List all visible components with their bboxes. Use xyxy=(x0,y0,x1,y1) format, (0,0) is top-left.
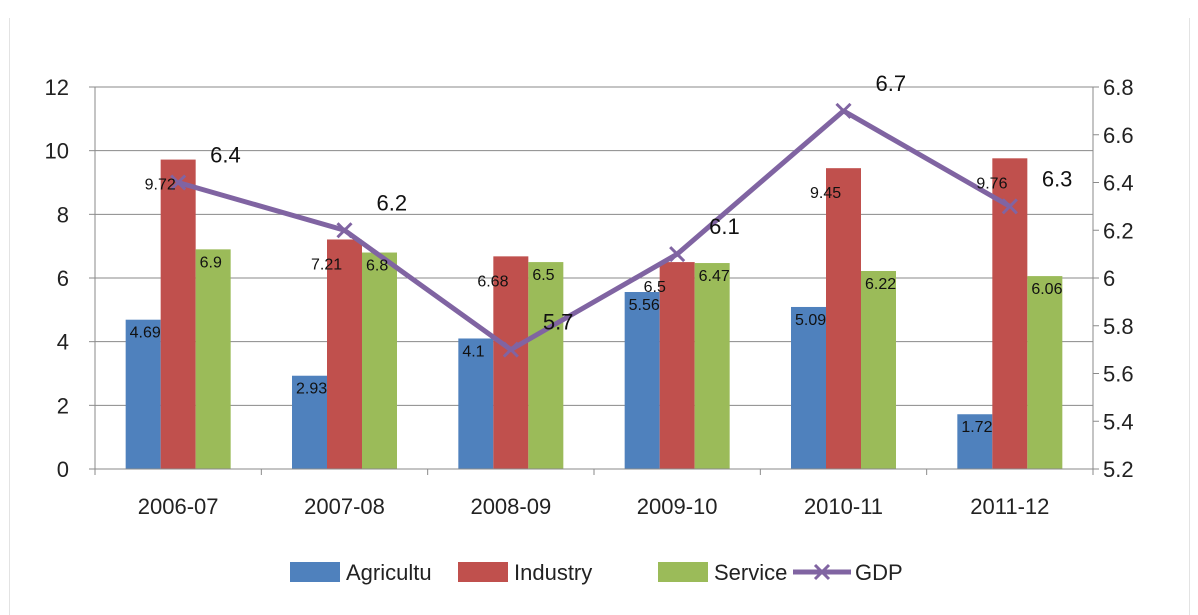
data-label-gdp: 6.3 xyxy=(1042,166,1073,191)
gdp-marker xyxy=(170,174,187,191)
bar-agricultu xyxy=(292,375,327,469)
bar-service xyxy=(694,263,730,469)
legend-swatch-agricultu xyxy=(290,562,340,582)
legend-label-agricultu: Agricultu xyxy=(346,560,432,585)
data-label-service: 6.8 xyxy=(366,258,388,275)
y-left-tick-label: 12 xyxy=(45,75,69,100)
axes: 0 2 4 6 8 10 12 5.2 5.4 5.6 5.8 6 6.2 6.4 6.6 6.8 2006-0… xyxy=(45,75,1134,519)
data-label-service: 6.47 xyxy=(699,268,730,285)
bar-industry xyxy=(160,159,196,469)
bar-industry xyxy=(659,262,695,469)
gridlines xyxy=(95,86,1093,406)
legend-label-gdp: GDP xyxy=(855,560,903,585)
y-right-tick-label: 5.2 xyxy=(1103,457,1134,482)
y-right-tick-label: 5.6 xyxy=(1103,362,1134,387)
legend-swatch-industry xyxy=(458,562,508,582)
legend: Agricultu Industry Service GDP xyxy=(290,560,903,585)
y-right-tick-label: 5.8 xyxy=(1103,314,1134,339)
data-label-industry: 6.68 xyxy=(477,273,508,290)
y-left-tick-label: 2 xyxy=(57,393,69,418)
bar-agricultu xyxy=(458,338,494,469)
y-right-tick-label: 6.6 xyxy=(1103,123,1134,148)
data-label-gdp: 6.7 xyxy=(876,71,907,96)
x-tick-label: 2009-10 xyxy=(637,494,718,519)
data-label-industry: 9.45 xyxy=(810,185,841,202)
bar-service xyxy=(528,262,564,469)
bar-service xyxy=(1027,276,1063,469)
gdp-marker xyxy=(669,246,686,263)
legend-label-industry: Industry xyxy=(514,560,592,585)
gdp-line-series xyxy=(170,102,1018,358)
bar-agricultu xyxy=(125,319,161,469)
bar-series xyxy=(125,158,1063,470)
gdp-marker xyxy=(502,341,519,358)
legend-swatch-service xyxy=(658,562,708,582)
gdp-marker xyxy=(835,102,852,119)
bar-service xyxy=(195,249,231,469)
bar-industry xyxy=(826,168,861,470)
y-left-tick-label: 4 xyxy=(57,330,69,355)
data-label-service: 6.06 xyxy=(1031,281,1062,298)
bar-agricultu xyxy=(624,292,660,469)
data-labels: 4.699.726.92.937.21 6.84.16.68 6.55.566.56… xyxy=(130,71,1073,436)
y-right-tick-label: 5.4 xyxy=(1103,409,1134,434)
y-right-tick-label: 6.4 xyxy=(1103,171,1134,196)
data-label-agricultu: 2.93 xyxy=(296,381,327,398)
x-tick-label: 2011-12 xyxy=(970,494,1049,519)
data-label-agricultu: 5.56 xyxy=(629,297,660,314)
data-label-service: 6.22 xyxy=(865,276,896,293)
x-tick-label: 2006-07 xyxy=(138,494,219,519)
x-tick-label: 2007-08 xyxy=(304,494,385,519)
data-label-gdp: 5.7 xyxy=(543,310,574,335)
bar-agricultu xyxy=(791,306,826,469)
data-label-service: 6.5 xyxy=(532,267,554,284)
data-label-gdp: 6.4 xyxy=(210,143,241,168)
gdp-marker xyxy=(336,222,353,239)
data-label-service: 6.9 xyxy=(200,254,222,271)
y-left-tick-label: 6 xyxy=(57,266,69,291)
x-tick-label: 2010-11 xyxy=(804,494,883,519)
bar-service xyxy=(362,252,397,469)
data-label-industry: 9.72 xyxy=(145,177,176,194)
bar-service xyxy=(861,270,896,469)
frame-border-left xyxy=(9,18,10,615)
x-tick-label: 2008-09 xyxy=(470,494,551,519)
y-left-tick-label: 8 xyxy=(57,202,69,227)
data-label-industry: 9.76 xyxy=(976,175,1007,192)
legend-label-service: Service xyxy=(714,560,787,585)
legend-marker-gdp xyxy=(813,563,831,581)
y-left-tick-label: 0 xyxy=(57,457,69,482)
data-label-gdp: 6.2 xyxy=(377,190,408,215)
y-right-tick-label: 6.2 xyxy=(1103,218,1134,243)
y-right-tick-label: 6.8 xyxy=(1103,75,1134,100)
data-label-agricultu: 4.69 xyxy=(130,325,161,342)
data-label-gdp: 6.1 xyxy=(709,214,740,239)
y-left-tick-label: 10 xyxy=(45,139,69,164)
gdp-marker xyxy=(1001,198,1018,215)
bar-industry xyxy=(992,158,1028,469)
bar-industry xyxy=(493,256,529,469)
data-label-industry: 7.21 xyxy=(311,256,342,273)
bar-agricultu xyxy=(957,414,993,469)
frame-border-right xyxy=(1189,18,1190,615)
data-label-agricultu: 5.09 xyxy=(795,312,826,329)
data-label-agricultu: 4.1 xyxy=(462,343,484,360)
data-label-agricultu: 1.72 xyxy=(961,419,992,436)
gdp-line xyxy=(177,108,1012,353)
y-right-tick-label: 6 xyxy=(1103,266,1115,291)
data-label-industry: 6.5 xyxy=(644,279,666,296)
bar-industry xyxy=(327,239,362,469)
